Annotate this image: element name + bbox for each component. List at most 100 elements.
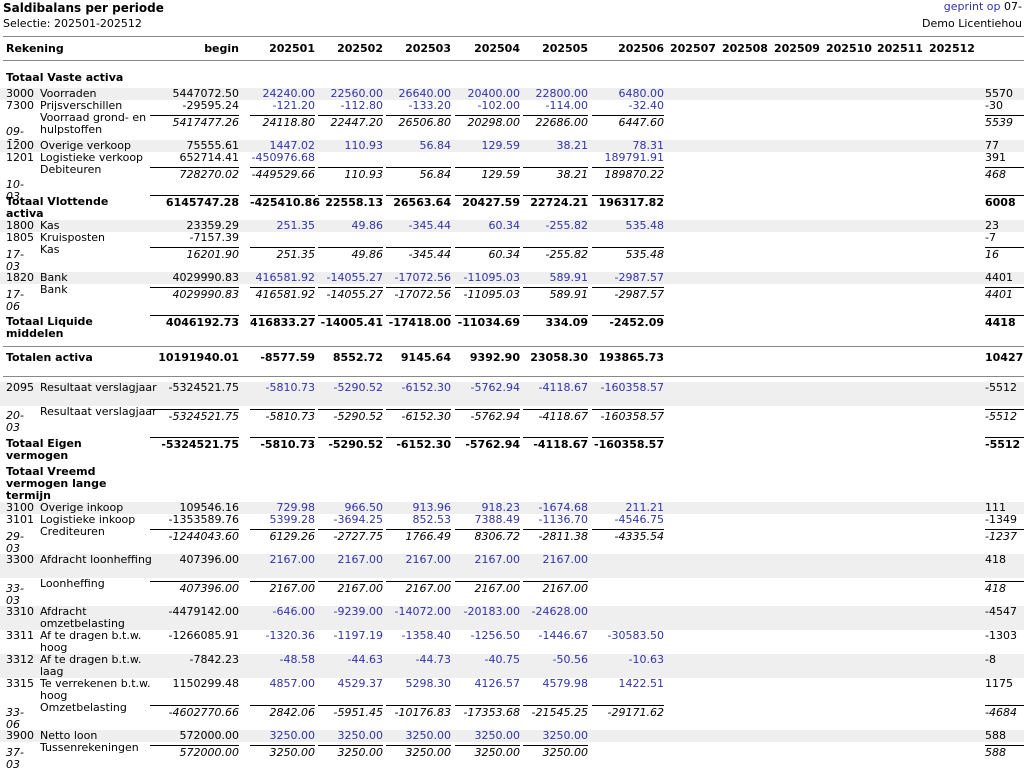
account-number[interactable]: 3310 xyxy=(6,605,34,618)
account-number[interactable]: 1820 xyxy=(6,271,34,284)
account-number[interactable]: 3000 xyxy=(6,87,34,100)
period-value[interactable]: -255.82 xyxy=(545,219,588,232)
period-value[interactable]: -1197.19 xyxy=(333,629,383,642)
account-number[interactable]: 3312 xyxy=(6,653,34,666)
period-value[interactable]: -5762.94 xyxy=(470,381,520,394)
period-value[interactable]: -40.75 xyxy=(484,653,520,666)
period-value[interactable]: -44.63 xyxy=(347,653,383,666)
period-value[interactable]: -133.20 xyxy=(408,99,451,112)
period-value[interactable]: 1447.02 xyxy=(269,139,316,152)
period-value[interactable]: 211.21 xyxy=(625,501,665,514)
account-number[interactable]: 7300 xyxy=(6,99,34,112)
period-value[interactable]: -1358.40 xyxy=(401,629,451,642)
period-value[interactable]: -14055.27 xyxy=(326,271,383,284)
period-value[interactable]: 3250.00 xyxy=(542,729,589,742)
period-value[interactable]: -6152.30 xyxy=(401,381,451,394)
period-value[interactable]: 589.91 xyxy=(549,271,589,284)
period-value[interactable]: 2167.00 xyxy=(405,553,452,566)
account-number[interactable]: 3300 xyxy=(6,553,34,566)
period-value[interactable]: 26640.00 xyxy=(398,87,452,100)
period-value[interactable]: 7388.49 xyxy=(474,513,521,526)
period-value[interactable]: 110.93 xyxy=(344,139,384,152)
account-number[interactable]: 1201 xyxy=(6,151,34,164)
period-value[interactable]: 2167.00 xyxy=(474,553,521,566)
period-value[interactable]: 2167.00 xyxy=(337,553,384,566)
period-value[interactable]: -48.58 xyxy=(279,653,315,666)
period-value[interactable]: 20400.00 xyxy=(467,87,521,100)
period-value[interactable]: 60.34 xyxy=(488,219,521,232)
account-number[interactable]: 1800 xyxy=(6,219,34,232)
account-number[interactable]: 3101 xyxy=(6,513,34,526)
period-value[interactable]: -160358.57 xyxy=(600,381,664,394)
period-value[interactable]: -114.00 xyxy=(545,99,588,112)
period-value[interactable]: 1422.51 xyxy=(618,677,665,690)
period-value[interactable]: 4126.57 xyxy=(474,677,521,690)
period-value[interactable]: 22560.00 xyxy=(330,87,384,100)
period-value[interactable]: -2987.57 xyxy=(614,271,664,284)
period-value[interactable]: 5399.28 xyxy=(269,513,316,526)
period-value[interactable]: -345.44 xyxy=(408,219,451,232)
period-value[interactable]: 56.84 xyxy=(419,139,452,152)
period-value[interactable]: 251.35 xyxy=(276,219,316,232)
period-value[interactable]: 5298.30 xyxy=(405,677,452,690)
account-number[interactable]: 3311 xyxy=(6,629,34,642)
period-value[interactable]: 416581.92 xyxy=(255,271,316,284)
period-value[interactable]: -4118.67 xyxy=(538,381,588,394)
period-value[interactable]: -646.00 xyxy=(272,605,315,618)
period-value[interactable]: 2167.00 xyxy=(269,553,316,566)
period-value[interactable]: -5290.52 xyxy=(333,381,383,394)
period-value[interactable]: -1136.70 xyxy=(538,513,588,526)
period-value[interactable]: 4579.98 xyxy=(542,677,589,690)
period-value[interactable]: 913.96 xyxy=(412,501,452,514)
period-value[interactable]: 852.53 xyxy=(412,513,452,526)
period-value[interactable]: -450976.68 xyxy=(251,151,315,164)
period-value[interactable]: -24628.00 xyxy=(531,605,588,618)
period-value[interactable]: -4546.75 xyxy=(614,513,664,526)
period-value[interactable]: -9239.00 xyxy=(333,605,383,618)
period-value[interactable]: 38.21 xyxy=(556,139,589,152)
period-value[interactable]: -32.40 xyxy=(628,99,664,112)
period-value[interactable]: 4857.00 xyxy=(269,677,316,690)
period-value[interactable]: 22800.00 xyxy=(535,87,589,100)
period-value[interactable]: -14072.00 xyxy=(394,605,451,618)
period-value[interactable]: 24240.00 xyxy=(262,87,316,100)
period-value[interactable]: 49.86 xyxy=(351,219,384,232)
period-value[interactable]: -102.00 xyxy=(477,99,520,112)
account-number[interactable]: 3100 xyxy=(6,501,34,514)
period-value[interactable]: 4529.37 xyxy=(337,677,384,690)
printed-label[interactable]: geprint op xyxy=(943,0,1001,13)
period-value[interactable]: -20183.00 xyxy=(463,605,520,618)
account-number[interactable]: 3315 xyxy=(6,677,34,690)
period-value[interactable]: 535.48 xyxy=(625,219,665,232)
period-value[interactable]: 729.98 xyxy=(276,501,316,514)
period-value[interactable]: -121.20 xyxy=(272,99,315,112)
period-value[interactable]: -10.63 xyxy=(628,653,664,666)
period-value[interactable]: 3250.00 xyxy=(337,729,384,742)
period-value[interactable]: -44.73 xyxy=(415,653,451,666)
period-value[interactable]: -1446.67 xyxy=(538,629,588,642)
period-value[interactable]: -1674.68 xyxy=(538,501,588,514)
period-value[interactable]: 3250.00 xyxy=(405,729,452,742)
period-value[interactable]: -50.56 xyxy=(552,653,588,666)
account-number[interactable]: 1200 xyxy=(6,139,34,152)
period-value[interactable]: -1256.50 xyxy=(470,629,520,642)
period-value[interactable]: -17072.56 xyxy=(394,271,451,284)
period-value[interactable]: 918.23 xyxy=(481,501,521,514)
period-value[interactable]: -30583.50 xyxy=(607,629,664,642)
period-value[interactable]: 3250.00 xyxy=(474,729,521,742)
period-value[interactable]: -11095.03 xyxy=(463,271,520,284)
period-value[interactable]: 6480.00 xyxy=(618,87,665,100)
period-value[interactable]: 3250.00 xyxy=(269,729,316,742)
account-number[interactable]: 1805 xyxy=(6,231,34,244)
period-value[interactable]: 78.31 xyxy=(632,139,665,152)
period-value[interactable]: -112.80 xyxy=(340,99,383,112)
account-number[interactable]: 2095 xyxy=(6,381,34,394)
period-value[interactable]: -5810.73 xyxy=(265,381,315,394)
account-number[interactable]: 3900 xyxy=(6,729,34,742)
period-value[interactable]: 129.59 xyxy=(481,139,521,152)
period-value[interactable]: -1320.36 xyxy=(265,629,315,642)
period-value[interactable]: 189791.91 xyxy=(604,151,665,164)
period-value[interactable]: 2167.00 xyxy=(542,553,589,566)
period-value[interactable]: 966.50 xyxy=(344,501,384,514)
period-value[interactable]: -3694.25 xyxy=(333,513,383,526)
